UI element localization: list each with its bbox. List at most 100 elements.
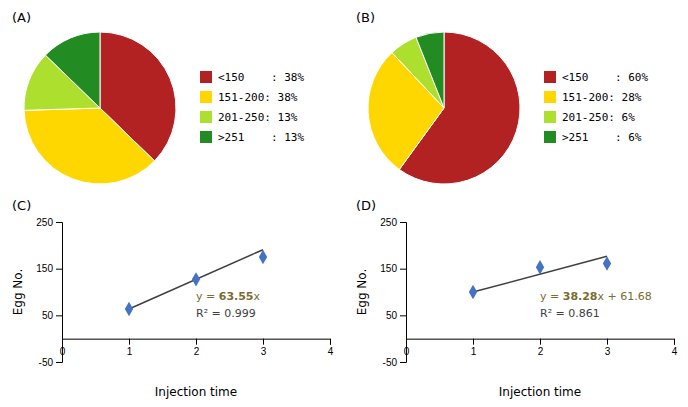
annotation-part: 38.28: [563, 290, 598, 303]
y-tick-label: 50: [42, 310, 54, 321]
x-tick: 0: [404, 339, 410, 357]
x-tick-label: 2: [194, 346, 200, 357]
annotation-part: x + 61.68: [598, 290, 652, 303]
point: [259, 250, 267, 264]
annotation-part: y =: [196, 290, 219, 303]
annotation-part: y =: [540, 290, 563, 303]
scatter-panel: (D)-505015025001234Injection timeEgg No.…: [355, 198, 678, 399]
x-axis: 01234: [60, 339, 334, 357]
legend-swatch: [544, 91, 556, 103]
y-tick-mark: [56, 222, 62, 223]
x-tick-mark: [473, 339, 474, 345]
legend-label: >251 : 6%: [562, 131, 642, 144]
x-axis-line: [63, 339, 331, 345]
legend-item: >251 : 13%: [200, 131, 304, 144]
x-tick-mark: [607, 339, 608, 345]
x-tick-label: 1: [127, 346, 133, 357]
x-tick-label: 0: [60, 346, 66, 357]
x-tick-mark: [196, 339, 197, 345]
x-tick-mark: [129, 339, 130, 345]
pie-slice: [24, 108, 155, 184]
annotations: y = 63.55xR² = 0.999: [196, 290, 261, 320]
point: [469, 285, 477, 299]
legend-label: >251 : 13%: [218, 131, 304, 144]
y-tick-mark: [400, 362, 406, 363]
x-axis-title: Injection time: [155, 385, 237, 399]
y-tick-mark: [400, 222, 406, 223]
legend-swatch: [200, 111, 212, 123]
y-axis: -5050150250: [380, 217, 406, 368]
pie-panel: (A) <150 : 38% 151-200: 38% 201-250: 13% >25…: [12, 10, 304, 184]
legend-label: 201-250: 6%: [562, 111, 635, 124]
pie-slice: [416, 32, 444, 108]
y-tick: 150: [380, 263, 406, 274]
fit-line: [473, 256, 607, 292]
legend-item: 151-200: 38%: [200, 91, 298, 104]
chart: (A) <150 : 38% 151-200: 38% 201-250: 13% >25…: [0, 0, 688, 407]
x-tick-label: 3: [261, 346, 267, 357]
x-tick: 1: [127, 339, 133, 357]
y-tick: 50: [42, 310, 62, 321]
y-tick: -50: [383, 357, 406, 368]
y-tick-label: -50: [39, 357, 54, 368]
point: [192, 272, 200, 286]
pie: [368, 32, 520, 184]
legend-item: >251 : 6%: [544, 131, 642, 144]
legend-item: 201-250: 13%: [200, 111, 298, 124]
x-tick: 4: [672, 339, 678, 357]
y-tick-mark: [400, 269, 406, 270]
legend-swatch: [544, 71, 556, 83]
x-tick: 2: [194, 339, 200, 357]
legend-swatch: [544, 111, 556, 123]
x-tick: 0: [60, 339, 66, 357]
legend-swatch: [200, 91, 212, 103]
x-tick-label: 4: [672, 346, 678, 357]
annotation: y = 38.28x + 61.68: [540, 290, 652, 303]
pie-panel: (B) <150 : 60% 151-200: 28% 201-250: 6% >251…: [356, 10, 648, 184]
x-tick-mark: [540, 339, 541, 345]
x-axis-line: [407, 339, 675, 345]
legend-swatch: [200, 71, 212, 83]
legend-item: 151-200: 28%: [544, 91, 642, 104]
panel-label: (B): [356, 10, 375, 25]
annotations: y = 38.28x + 61.68 R² = 0.861: [540, 290, 652, 320]
legend-swatch: [200, 131, 212, 143]
y-axis: -5050150250: [36, 217, 62, 368]
pie: [24, 32, 176, 184]
x-tick-label: 0: [404, 346, 410, 357]
y-axis-line: [400, 223, 407, 363]
plot-marks: [125, 250, 267, 317]
annotation-part: x: [254, 290, 261, 303]
legend-label: <150 : 38%: [218, 71, 304, 84]
y-tick-mark: [56, 315, 62, 316]
point: [603, 256, 611, 270]
x-tick: 3: [261, 339, 267, 357]
x-tick-label: 1: [471, 346, 477, 357]
panel-label: (C): [12, 198, 31, 213]
x-axis: 0 1 2 3 4: [404, 339, 678, 357]
x-tick-mark: [62, 339, 63, 345]
legend: <150 : 60% 151-200: 28% 201-250: 6% >251 : …: [544, 71, 648, 144]
legend-item: <150 : 60%: [544, 71, 648, 84]
legend-label: 151-200: 38%: [218, 91, 298, 104]
y-tick-label: 50: [386, 310, 398, 321]
y-tick-label: 150: [380, 263, 397, 274]
x-tick-mark: [263, 339, 264, 345]
fit-line: [129, 250, 263, 309]
x-tick: 3: [605, 339, 611, 357]
x-tick-label: 3: [605, 346, 611, 357]
annotation-part: 63.55: [219, 290, 254, 303]
y-axis-title: Egg No.: [355, 269, 369, 316]
x-tick-label: 2: [538, 346, 544, 357]
panel-label: (A): [12, 10, 31, 25]
y-tick-mark: [56, 269, 62, 270]
y-tick: 50: [386, 310, 406, 321]
legend-label: 201-250: 13%: [218, 111, 298, 124]
legend-label: <150 : 60%: [562, 71, 648, 84]
legend: <150 : 38% 151-200: 38% 201-250: 13% >251 :…: [200, 71, 304, 144]
legend-label: 151-200: 28%: [562, 91, 642, 104]
x-tick-mark: [406, 339, 407, 345]
x-tick: 1: [471, 339, 477, 357]
annotation: R² = 0.861: [540, 307, 600, 320]
legend-swatch: [544, 131, 556, 143]
